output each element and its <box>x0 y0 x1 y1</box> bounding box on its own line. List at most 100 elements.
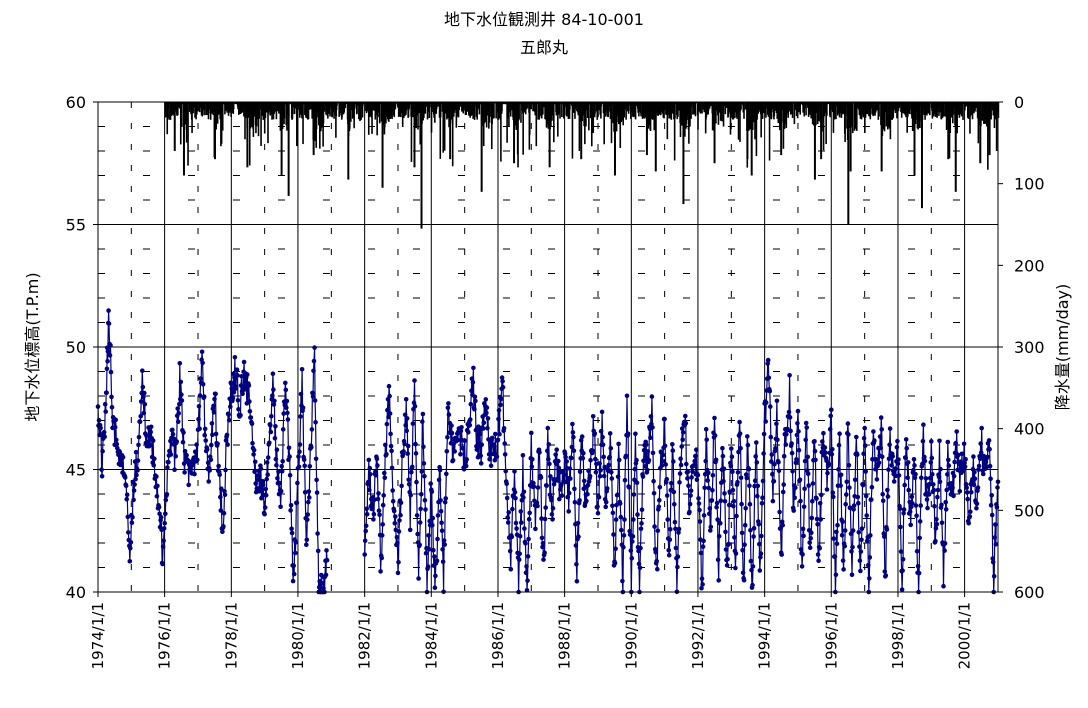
precip-bar <box>309 102 312 110</box>
groundwater-marker <box>676 526 682 532</box>
precip-peak-bar <box>820 102 823 160</box>
groundwater-marker <box>98 425 103 431</box>
groundwater-marker <box>742 522 748 528</box>
precip-bar <box>401 102 404 127</box>
groundwater-marker <box>481 420 487 426</box>
groundwater-marker <box>539 516 544 521</box>
groundwater-marker <box>951 493 956 499</box>
groundwater-marker <box>502 441 508 446</box>
precip-bar <box>905 102 907 118</box>
precip-bar <box>634 102 637 120</box>
precip-bar <box>767 102 770 117</box>
groundwater-marker <box>612 560 618 566</box>
groundwater-marker <box>163 511 168 517</box>
groundwater-marker <box>800 552 805 557</box>
precip-bar <box>919 102 921 122</box>
groundwater-marker <box>435 513 441 518</box>
groundwater-marker <box>367 465 373 471</box>
groundwater-marker <box>372 497 377 502</box>
groundwater-marker <box>170 431 176 437</box>
groundwater-marker <box>767 388 773 394</box>
precip-bar <box>354 102 357 105</box>
groundwater-marker <box>598 468 603 473</box>
groundwater-marker <box>781 453 787 459</box>
precip-bar <box>528 102 531 135</box>
groundwater-marker <box>800 526 806 532</box>
precip-bar <box>356 102 358 114</box>
groundwater-marker <box>493 431 498 437</box>
groundwater-marker <box>942 548 947 553</box>
groundwater-marker <box>234 367 240 373</box>
precip-bar <box>689 102 691 127</box>
groundwater-marker <box>298 391 304 397</box>
precip-bar <box>869 102 872 107</box>
groundwater-marker <box>733 565 738 571</box>
groundwater-marker <box>952 459 957 465</box>
groundwater-marker <box>834 529 839 535</box>
groundwater-marker <box>522 526 527 531</box>
groundwater-marker <box>108 369 114 375</box>
groundwater-marker <box>945 439 951 445</box>
precip-peak-bar <box>580 102 583 160</box>
precip-bar <box>574 102 576 119</box>
groundwater-marker <box>291 571 297 577</box>
groundwater-marker <box>384 421 390 427</box>
groundwater-marker <box>629 555 635 561</box>
groundwater-marker <box>131 497 136 503</box>
groundwater-marker <box>314 477 319 483</box>
groundwater-marker <box>615 492 620 498</box>
groundwater-marker <box>192 449 198 455</box>
precip-bar <box>256 102 259 120</box>
groundwater-marker <box>529 430 534 436</box>
groundwater-marker <box>229 386 235 391</box>
precip-bar <box>983 102 985 118</box>
groundwater-marker <box>461 467 467 472</box>
groundwater-marker <box>105 359 110 364</box>
precip-bar <box>465 102 468 115</box>
groundwater-marker <box>202 432 207 438</box>
groundwater-marker <box>101 429 107 435</box>
precip-bar <box>642 102 645 119</box>
groundwater-marker <box>825 470 830 476</box>
groundwater-marker <box>842 543 847 549</box>
groundwater-marker <box>666 552 672 558</box>
groundwater-marker <box>540 541 546 546</box>
groundwater-marker <box>483 397 489 402</box>
groundwater-marker <box>971 454 976 459</box>
precip-bar <box>829 102 831 118</box>
groundwater-marker <box>871 429 876 434</box>
groundwater-marker <box>808 536 813 541</box>
groundwater-marker <box>832 554 838 559</box>
groundwater-marker <box>962 464 968 469</box>
precip-bar <box>755 102 758 157</box>
precip-bar <box>674 102 677 105</box>
groundwater-marker <box>725 556 730 562</box>
precip-bar <box>826 102 829 105</box>
groundwater-marker <box>268 429 274 435</box>
groundwater-marker <box>198 376 203 381</box>
groundwater-marker <box>976 467 981 472</box>
groundwater-marker <box>468 417 473 422</box>
y2-tick-label: 500 <box>1014 501 1045 520</box>
groundwater-marker <box>869 484 875 490</box>
precip-peak-bar <box>480 102 483 192</box>
groundwater-marker <box>524 564 529 569</box>
precip-peak-bar <box>213 102 216 160</box>
precip-bar <box>518 102 520 120</box>
groundwater-marker <box>687 509 692 515</box>
precip-bar <box>945 102 948 131</box>
groundwater-marker <box>692 458 697 464</box>
groundwater-marker <box>869 497 874 502</box>
groundwater-marker <box>572 500 578 505</box>
groundwater-marker <box>757 541 762 547</box>
groundwater-marker <box>573 543 579 548</box>
precip-bar <box>557 102 559 137</box>
groundwater-marker <box>974 506 979 511</box>
groundwater-marker <box>489 435 495 441</box>
precip-bar <box>300 102 302 115</box>
groundwater-marker <box>280 427 286 432</box>
groundwater-marker <box>985 454 990 460</box>
y2-tick-label: 100 <box>1014 175 1045 194</box>
groundwater-marker <box>795 421 800 426</box>
precip-bar <box>617 102 620 125</box>
